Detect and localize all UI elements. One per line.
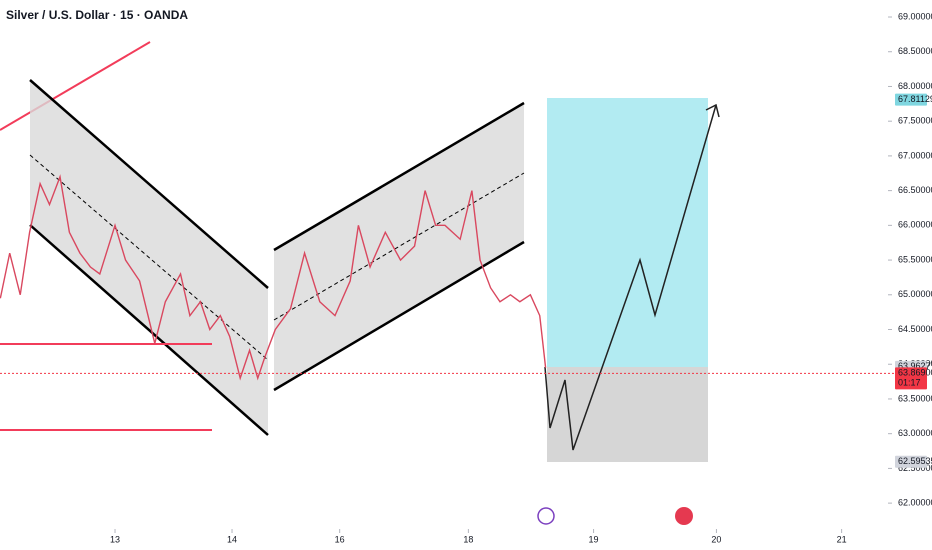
channel-line — [273, 101, 525, 252]
y-tick-label: 65.50000 — [898, 254, 932, 264]
price-label: 62.59535 — [898, 456, 932, 466]
y-tick-label: 63.00000 — [898, 428, 932, 438]
trend-line — [0, 41, 151, 131]
channel-fill — [274, 103, 524, 390]
price-label: 63.96277 — [898, 361, 932, 371]
x-tick-label: 19 — [589, 534, 599, 544]
target-zone — [547, 98, 708, 367]
y-tick-label: 62.00000 — [898, 498, 932, 508]
y-tick-label: 68.00000 — [898, 81, 932, 91]
channel-mid — [273, 172, 525, 321]
x-tick-label: 18 — [463, 534, 473, 544]
price-label-bg — [895, 367, 927, 390]
channel-mid — [29, 154, 269, 361]
price-label-bg — [895, 455, 927, 468]
price-label: 67.81129 — [898, 94, 932, 104]
y-tick-label: 66.00000 — [898, 220, 932, 230]
y-tick-label: 68.50000 — [898, 46, 932, 56]
y-tick-label: 67.50000 — [898, 116, 932, 126]
y-tick-label: 64.50000 — [898, 324, 932, 334]
y-tick-label: 65.00000 — [898, 289, 932, 299]
price-label: 63.86900 — [898, 368, 932, 378]
x-tick-label: 21 — [837, 534, 847, 544]
y-tick-label: 69.00000 — [898, 11, 932, 21]
event-icon[interactable] — [537, 507, 555, 525]
countdown: 01:17 — [898, 378, 921, 388]
y-tick-label: 66.50000 — [898, 185, 932, 195]
x-tick-label: 14 — [227, 534, 237, 544]
y-tick-label: 63.50000 — [898, 393, 932, 403]
channel-line — [29, 224, 269, 436]
price-line — [0, 174, 547, 381]
stop-zone — [547, 367, 708, 462]
y-tick-label: 67.00000 — [898, 150, 932, 160]
x-tick-label: 20 — [711, 534, 721, 544]
price-label-bg — [895, 93, 927, 106]
arrow-head — [705, 103, 720, 118]
x-tick-label: 16 — [335, 534, 345, 544]
chart-title: Silver / U.S. Dollar · 15 · OANDA — [6, 8, 188, 22]
event-icon[interactable] — [675, 507, 693, 525]
drawings — [0, 41, 720, 525]
x-tick-label: 13 — [110, 534, 120, 544]
projection — [544, 104, 717, 451]
channel-line — [29, 79, 269, 289]
